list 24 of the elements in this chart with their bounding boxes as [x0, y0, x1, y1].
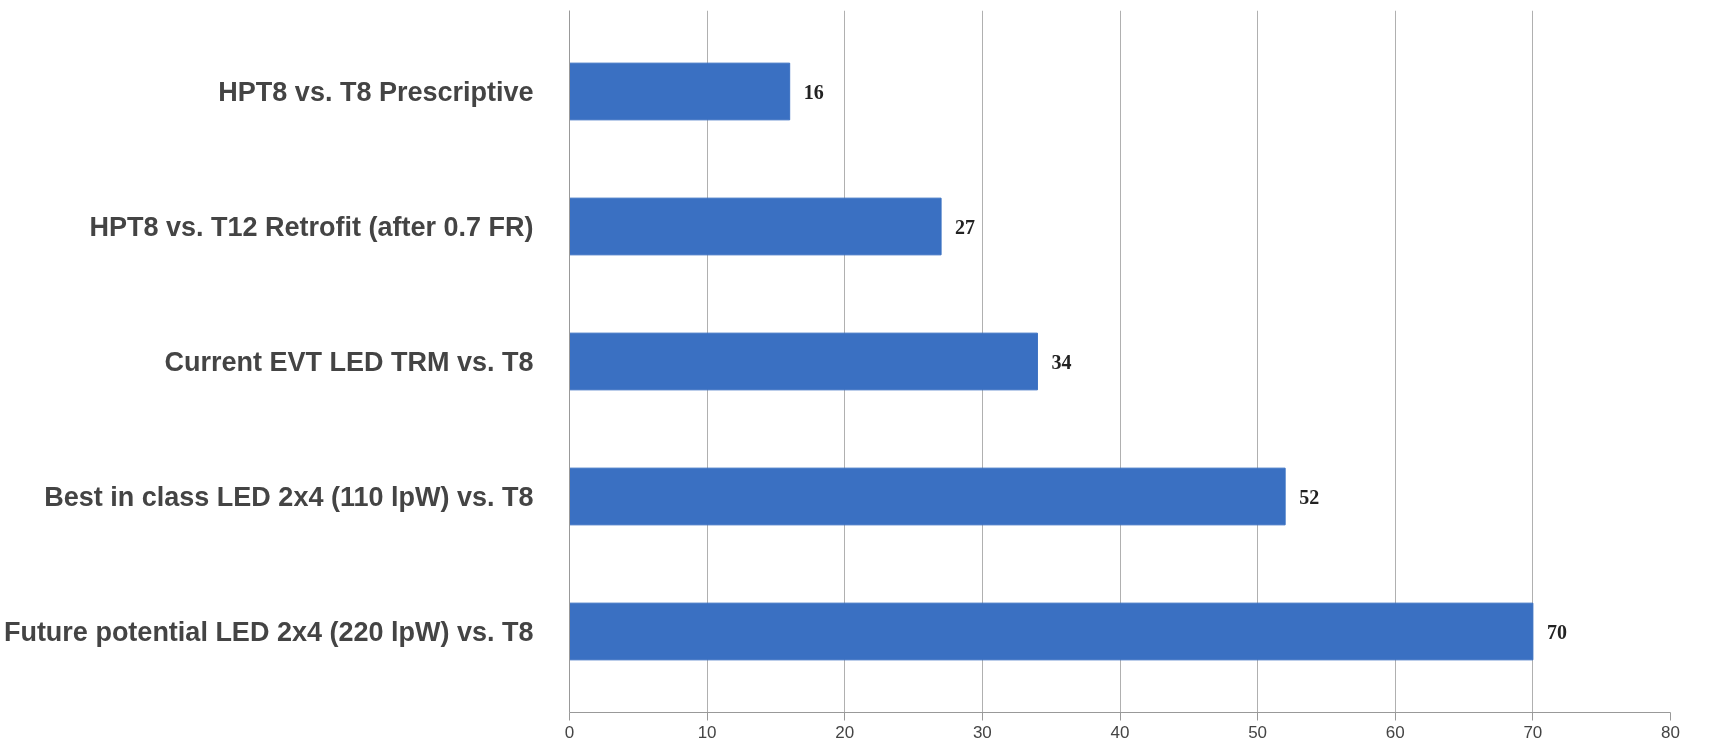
bar — [569, 602, 1534, 661]
data-label: 27 — [955, 215, 976, 238]
y-tick-label: HPT8 vs. T8 Prescriptive — [218, 76, 534, 107]
y-tick-label: Best in class LED 2x4 (110 lpW) vs. T8 — [44, 481, 534, 512]
x-tick-label: 70 — [1523, 722, 1543, 742]
x-tick-label: 50 — [1248, 722, 1268, 742]
x-tick-label: 0 — [564, 722, 575, 742]
bar — [569, 62, 791, 121]
y-tick-label: Future potential LED 2x4 (220 lpW) vs. T8 — [3, 616, 534, 647]
x-tick-label: 20 — [835, 722, 855, 742]
x-tick-label: 80 — [1661, 722, 1680, 742]
x-tick-label: 30 — [972, 722, 992, 742]
bar — [569, 467, 1286, 526]
y-tick-label: HPT8 vs. T12 Retrofit (after 0.7 FR) — [89, 211, 534, 242]
bar — [569, 197, 942, 256]
bar — [569, 332, 1038, 391]
data-label: 34 — [1051, 350, 1072, 373]
data-label: 52 — [1299, 485, 1320, 508]
y-tick-label: Current EVT LED TRM vs. T8 — [164, 346, 534, 377]
data-label: 70 — [1546, 620, 1567, 643]
x-tick-label: 40 — [1110, 722, 1130, 742]
x-tick-label: 10 — [697, 722, 717, 742]
x-tick-label: 60 — [1385, 722, 1405, 742]
data-label: 16 — [803, 80, 824, 103]
